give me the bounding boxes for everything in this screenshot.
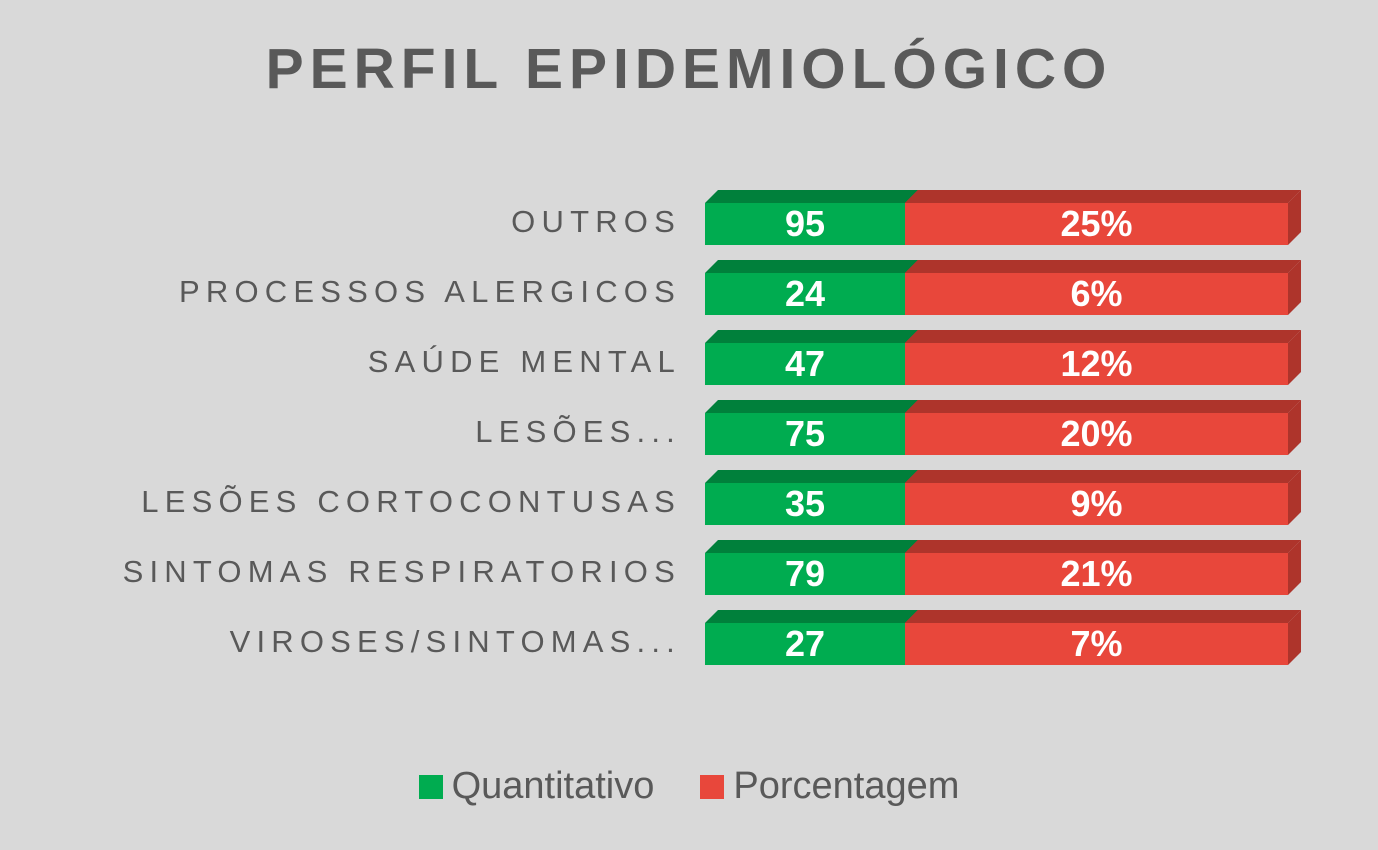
bar-value-porcentagem: 7% <box>1070 623 1123 664</box>
bar-value-quantitativo: 47 <box>784 343 826 384</box>
bar-top-face <box>705 470 1301 483</box>
legend-label-quantitativo: Quantitativo <box>451 765 655 807</box>
bar-top-face <box>705 540 1301 553</box>
chart-legend: Quantitativo Porcentagem <box>0 765 1378 808</box>
chart-row: SAÚDE MENTAL 47 12% <box>0 330 1378 400</box>
bar-front-face: 47 12% <box>705 343 1288 385</box>
bar-value-quantitativo: 35 <box>784 483 826 524</box>
bar-top-face <box>705 610 1301 623</box>
bar-front-face: 24 6% <box>705 273 1288 315</box>
chart-row: PROCESSOS ALERGICOS 24 6% <box>0 260 1378 330</box>
bar-rows-area: OUTROS 95 25% PROCESSOS ALERGICOS 24 6% SAÚDE … <box>0 190 1378 680</box>
bar-segment-quantitativo: 95 <box>705 203 905 245</box>
bar-segment-porcentagem: 9% <box>905 483 1288 525</box>
category-label: VIROSES/SINTOMAS... <box>229 623 681 659</box>
bar-3d: 27 7% <box>705 610 1301 665</box>
category-label: SAÚDE MENTAL <box>367 343 681 379</box>
legend-swatch-red-icon <box>700 774 725 799</box>
bar-segment-quantitativo: 75 <box>705 413 905 455</box>
chart-row: OUTROS 95 25% <box>0 190 1378 260</box>
bar-top-face <box>705 260 1301 273</box>
bar-3d: 35 9% <box>705 470 1301 525</box>
legend-item-quantitativo: Quantitativo <box>418 765 655 808</box>
bar-3d: 95 25% <box>705 190 1301 245</box>
bar-value-quantitativo: 75 <box>784 413 826 454</box>
legend-item-porcentagem: Porcentagem <box>700 765 959 808</box>
bar-value-porcentagem: 12% <box>1060 343 1133 384</box>
bar-value-porcentagem: 6% <box>1070 273 1123 314</box>
bar-segment-quantitativo: 27 <box>705 623 905 665</box>
legend-swatch-green-icon <box>418 774 443 799</box>
bar-segment-porcentagem: 7% <box>905 623 1288 665</box>
bar-front-face: 27 7% <box>705 623 1288 665</box>
bar-value-porcentagem: 21% <box>1060 553 1133 594</box>
bar-3d: 47 12% <box>705 330 1301 385</box>
chart-row: LESÕES CORTOCONTUSAS 35 9% <box>0 470 1378 540</box>
bar-front-face: 35 9% <box>705 483 1288 525</box>
bar-3d: 75 20% <box>705 400 1301 455</box>
bar-segment-quantitativo: 47 <box>705 343 905 385</box>
bar-segment-quantitativo: 35 <box>705 483 905 525</box>
bar-value-porcentagem: 25% <box>1060 203 1133 244</box>
bar-segment-porcentagem: 21% <box>905 553 1288 595</box>
category-label: PROCESSOS ALERGICOS <box>179 273 681 309</box>
bar-value-porcentagem: 20% <box>1060 413 1133 454</box>
chart-title: PERFIL EPIDEMIOLÓGICO <box>265 37 1113 101</box>
bar-front-face: 75 20% <box>705 413 1288 455</box>
chart-row: VIROSES/SINTOMAS... 27 7% <box>0 610 1378 680</box>
legend-label-porcentagem: Porcentagem <box>733 765 960 807</box>
bar-front-face: 79 21% <box>705 553 1288 595</box>
bar-segment-porcentagem: 25% <box>905 203 1288 245</box>
bar-value-porcentagem: 9% <box>1070 483 1123 524</box>
bar-3d: 24 6% <box>705 260 1301 315</box>
bar-3d: 79 21% <box>705 540 1301 595</box>
bar-value-quantitativo: 95 <box>784 203 826 244</box>
bar-segment-porcentagem: 12% <box>905 343 1288 385</box>
category-label: SINTOMAS RESPIRATORIOS <box>122 553 681 589</box>
category-label: OUTROS <box>511 203 681 239</box>
chart-row: LESÕES... 75 20% <box>0 400 1378 470</box>
bar-top-face <box>705 190 1301 203</box>
bar-segment-porcentagem: 6% <box>905 273 1288 315</box>
chart-row: SINTOMAS RESPIRATORIOS 79 21% <box>0 540 1378 610</box>
bar-value-quantitativo: 27 <box>784 623 826 664</box>
bar-segment-porcentagem: 20% <box>905 413 1288 455</box>
bar-top-face <box>705 400 1301 413</box>
bar-segment-quantitativo: 79 <box>705 553 905 595</box>
bar-value-quantitativo: 24 <box>784 273 826 314</box>
bar-value-quantitativo: 79 <box>784 553 826 594</box>
bar-front-face: 95 25% <box>705 203 1288 245</box>
category-label: LESÕES CORTOCONTUSAS <box>141 483 681 519</box>
bar-top-face <box>705 330 1301 343</box>
category-label: LESÕES... <box>475 413 681 449</box>
bar-segment-quantitativo: 24 <box>705 273 905 315</box>
